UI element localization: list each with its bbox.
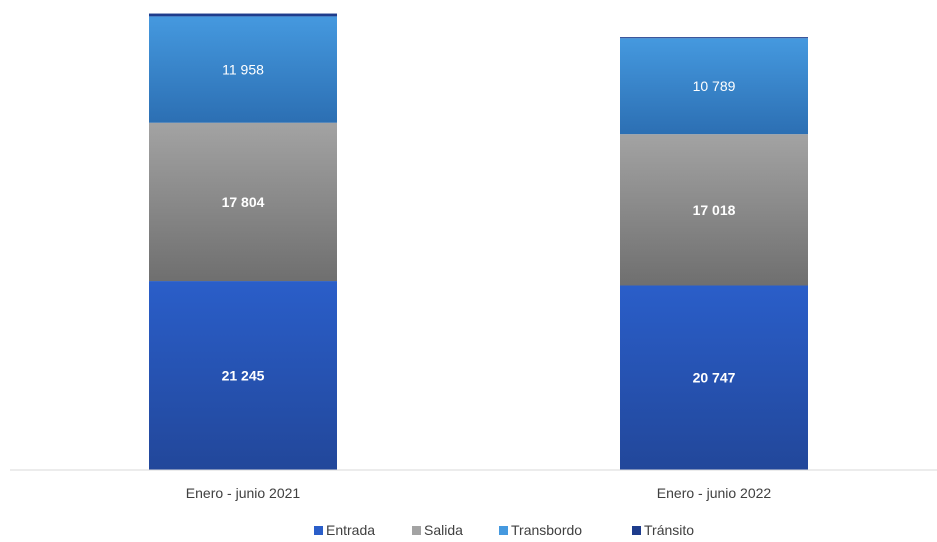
bar-transito-1 <box>149 13 337 17</box>
legend: Entrada Salida Transbordo Tránsito <box>314 522 694 538</box>
legend-label-salida: Salida <box>424 522 463 538</box>
category-label-2: Enero - junio 2022 <box>657 485 772 501</box>
legend-item-transito: Tránsito <box>632 522 694 538</box>
legend-swatch-transito <box>632 526 641 535</box>
legend-label-transito: Tránsito <box>644 522 694 538</box>
value-label-transbordo-2: 10 789 <box>693 78 736 94</box>
legend-swatch-transbordo <box>499 526 508 535</box>
value-label-salida-1: 17 804 <box>222 194 265 210</box>
bar-transbordo-2 <box>620 38 808 135</box>
legend-label-transbordo: Transbordo <box>511 522 582 538</box>
bar-salida-2 <box>620 134 808 286</box>
legend-label-entrada: Entrada <box>326 522 375 538</box>
category-label-1: Enero - junio 2021 <box>186 485 301 501</box>
legend-item-salida: Salida <box>412 522 463 538</box>
bar-transbordo-1 <box>149 16 337 123</box>
legend-item-entrada: Entrada <box>314 522 375 538</box>
legend-item-transbordo: Transbordo <box>499 522 582 538</box>
bar-entrada-2 <box>620 285 808 470</box>
value-labels-group: 21 245 17 804 11 958 20 747 17 018 10 789 <box>222 62 736 386</box>
bars-group <box>149 13 808 470</box>
bar-salida-1 <box>149 122 337 282</box>
legend-swatch-entrada <box>314 526 323 535</box>
value-label-entrada-2: 20 747 <box>693 370 736 386</box>
legend-swatch-salida <box>412 526 421 535</box>
value-label-entrada-1: 21 245 <box>222 368 265 384</box>
bar-entrada-1 <box>149 281 337 470</box>
category-labels-group: Enero - junio 2021 Enero - junio 2022 <box>186 485 772 501</box>
value-label-salida-2: 17 018 <box>693 202 736 218</box>
bar-transito-2 <box>620 37 808 39</box>
value-label-transbordo-1: 11 958 <box>222 62 264 78</box>
